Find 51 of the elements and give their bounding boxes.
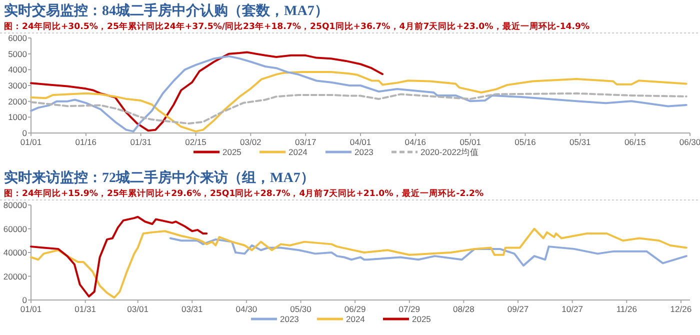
legend-label: 2024 <box>288 147 308 157</box>
x-tick-label: 07/29 <box>398 304 420 314</box>
x-tick-label: 02/15 <box>185 137 207 147</box>
x-tick-label: 12/26 <box>670 304 692 314</box>
x-tick-label: 06/30 <box>679 137 700 147</box>
x-tick-label: 08/28 <box>453 304 475 314</box>
x-tick-label: 11/26 <box>616 304 638 314</box>
chart-subtitle: 图：24年同比+15.9%，25年累计同比+29.6%，25Q1同比+28.7%，4月前7天同比+21.0%，最近一周环比-2.2% <box>4 188 484 199</box>
x-tick-label: 10/27 <box>562 304 584 314</box>
legend-label: 2024 <box>346 314 366 324</box>
y-tick-label: 0 <box>22 128 28 138</box>
y-tick-label: 0 <box>22 295 28 305</box>
x-tick-label: 03/17 <box>294 137 316 147</box>
y-tick-label: 20000 <box>3 271 28 282</box>
x-tick-label: 01/31 <box>74 304 96 314</box>
y-tick-label: 6000 <box>8 33 28 43</box>
x-tick-label: 06/29 <box>344 304 366 314</box>
x-tick-label: 03/02 <box>240 137 262 147</box>
line-series <box>30 216 208 298</box>
x-tick-label: 03/31 <box>181 304 204 314</box>
x-tick-label: 01/01 <box>20 137 42 147</box>
y-tick-label: 5000 <box>8 48 28 59</box>
legend-label: 2025 <box>412 314 432 324</box>
x-tick-label: 05/16 <box>514 137 536 147</box>
y-tick-label: 2000 <box>8 96 28 106</box>
x-tick-label: 04/01 <box>350 137 372 147</box>
chart-title: 实时交易监控：84城二手房中介认购（套数，MA7） <box>4 2 328 19</box>
x-tick-label: 01/31 <box>130 137 152 147</box>
y-tick-label: 3000 <box>8 80 28 90</box>
x-tick-label: 05/31 <box>570 137 592 147</box>
x-tick-label: 05/01 <box>460 137 482 147</box>
x-tick-label: 05/30 <box>290 304 312 314</box>
y-tick-label: 80000 <box>3 200 28 210</box>
line-series <box>169 237 688 267</box>
x-tick-label: 01/01 <box>20 304 42 314</box>
x-tick-label: 06/15 <box>624 137 646 147</box>
y-tick-label: 40000 <box>3 248 28 258</box>
x-tick-label: 09/27 <box>507 304 529 314</box>
legend-label: 2020-2022均值 <box>420 147 480 157</box>
x-tick-label: 04/30 <box>236 304 258 314</box>
legend-label: 2023 <box>280 314 300 324</box>
chart-subtitle: 图：24年同比+30.5%，25年累计同比24年+37.5%/同比23年+18.7%，25Q1同比+36.7%，4月前7天同比+23.0%，最近一周环比-14.9% <box>4 21 590 32</box>
legend-label: 2023 <box>354 147 374 157</box>
y-tick-label: 1000 <box>8 112 28 122</box>
x-tick-label: 01/16 <box>75 137 97 147</box>
x-tick-label: 03/01 <box>127 304 149 314</box>
chart-title: 实时来访监控：72城二手房中介来访（组，MA7） <box>4 169 314 186</box>
x-tick-label: 04/16 <box>404 137 426 147</box>
y-tick-label: 4000 <box>8 64 28 75</box>
legend-label: 2025 <box>222 147 242 157</box>
y-tick-label: 60000 <box>3 224 28 234</box>
